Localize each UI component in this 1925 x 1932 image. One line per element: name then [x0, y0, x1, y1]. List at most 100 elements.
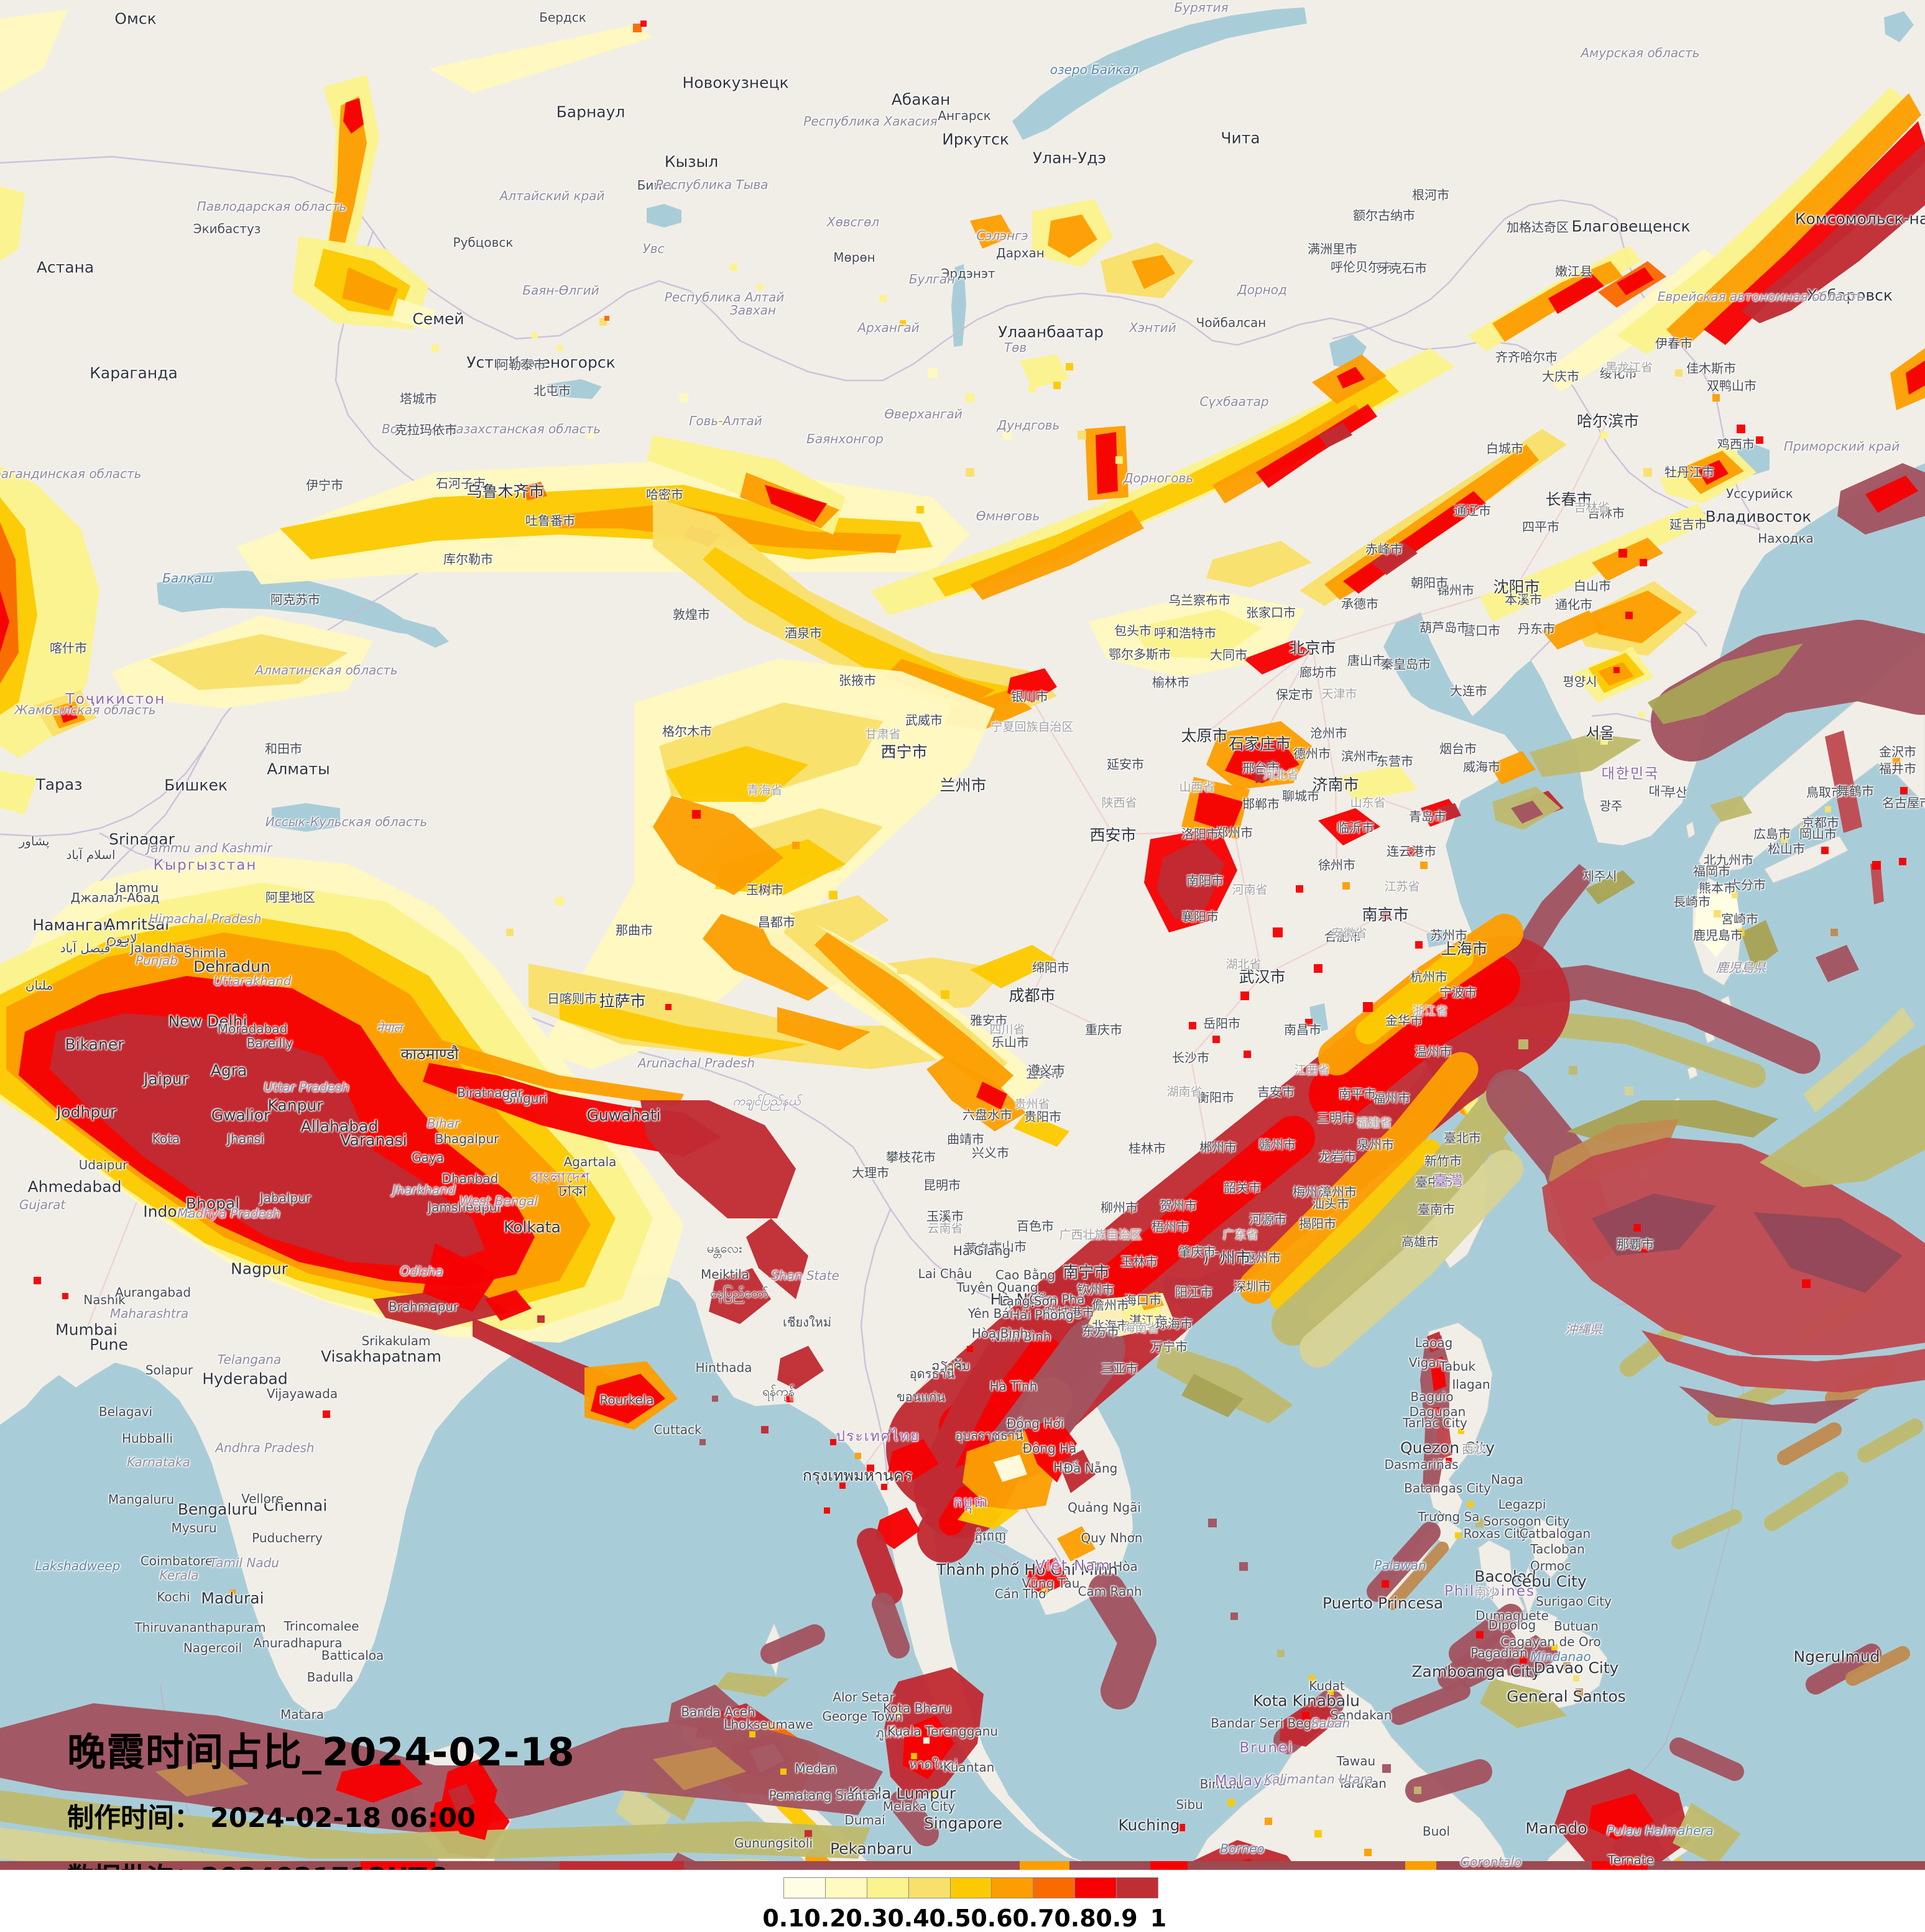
heat-dot	[587, 431, 594, 439]
heat-overlay	[1542, 610, 1607, 650]
heat-dot	[432, 344, 439, 352]
map-canvas[interactable]: Омск Бердск Новокузнецк Барнаул Бийск Рубцовс…	[0, 0, 1925, 1893]
legend-tick: 0.3	[846, 1905, 888, 1932]
island	[1530, 1517, 1569, 1578]
heat-dot	[1212, 1036, 1220, 1043]
legend-cell	[992, 1878, 1034, 1898]
heat-overlay	[746, 1218, 808, 1299]
heat-dot	[923, 1737, 930, 1744]
heat-dot	[757, 284, 763, 290]
heat-overlay	[448, 1784, 476, 1812]
heat-dot	[692, 810, 701, 819]
legend-tick: 0.7	[1012, 1905, 1055, 1932]
heat-overlay	[1013, 1113, 1069, 1147]
lake	[647, 204, 681, 228]
heat-overlay	[0, 1828, 839, 1870]
issue-time-label: 制作时间：	[67, 1803, 201, 1834]
legend-colorbar	[783, 1877, 1158, 1898]
heat-dot	[1314, 1830, 1322, 1838]
heat-overlay	[0, 186, 25, 261]
heat-overlay	[1057, 1526, 1096, 1562]
island	[1740, 960, 1752, 975]
legend-cell	[1117, 1878, 1158, 1898]
heat-overlay	[903, 1716, 954, 1779]
bottom-data-stripe-segment	[1592, 1861, 1648, 1870]
heat-dot	[839, 1483, 846, 1489]
heat-overlay-band	[857, 1528, 903, 1605]
road-line	[1032, 993, 1104, 1030]
heat-overlay	[342, 267, 398, 311]
heat-overlay-band	[1355, 945, 1474, 1044]
heat-dot	[1781, 835, 1788, 843]
heat-dot	[1893, 758, 1900, 765]
heat-overlay	[1704, 121, 1925, 345]
heat-dot	[1576, 1688, 1583, 1696]
heat-dot	[895, 1711, 902, 1718]
heat-overlay-band	[939, 1486, 979, 1535]
heat-overlay	[765, 485, 827, 522]
heat-dot	[640, 21, 647, 27]
heat-overlay	[1489, 751, 1536, 784]
heat-overlay	[1617, 87, 1912, 354]
heat-dot	[1041, 1588, 1048, 1594]
heat-dot	[1600, 431, 1608, 439]
heat-overlay	[777, 1007, 870, 1051]
heat-overlay	[933, 373, 1399, 597]
heat-dot	[900, 320, 906, 326]
heat-dot	[1633, 1224, 1641, 1231]
admin-border	[860, 1208, 892, 1485]
heat-dot	[867, 1465, 874, 1472]
heat-overlay	[435, 1038, 684, 1106]
heat-dot	[829, 891, 838, 899]
legend-tick: 0.6	[971, 1905, 1013, 1932]
heat-overlay	[665, 746, 808, 802]
heat-overlay	[926, 1057, 1026, 1131]
heat-dot	[1305, 1019, 1313, 1026]
legend-tick: 0.5	[929, 1905, 971, 1932]
heat-dot	[1078, 431, 1086, 439]
heat-overlay	[1870, 861, 1884, 904]
heat-overlay	[1337, 367, 1365, 389]
bottom-data-stripe-segment	[1405, 1861, 1436, 1870]
legend-cell	[908, 1878, 951, 1898]
heat-dot	[1420, 862, 1428, 869]
heat-overlay	[1430, 1356, 1446, 1391]
heat-dot	[1028, 385, 1036, 392]
heat-dot	[1342, 882, 1350, 890]
heat-dot	[1675, 369, 1683, 377]
heat-overlay-band	[1309, 954, 1520, 1122]
heat-overlay	[1697, 460, 1729, 485]
heat-dot	[62, 1293, 68, 1299]
heat-overlay	[1119, 1302, 1166, 1330]
heat-overlay-band	[1405, 1759, 1492, 1803]
heat-overlay	[1825, 730, 1862, 833]
heat-dot	[1625, 1087, 1633, 1095]
heat-overlay	[0, 1790, 870, 1859]
heat-overlay	[1436, 803, 1461, 822]
heat-dot	[1363, 1002, 1373, 1012]
heat-overlay	[149, 634, 348, 690]
heat-dot	[1467, 1501, 1474, 1507]
heat-overlay	[1679, 1386, 1859, 1424]
heat-dot	[1364, 1849, 1372, 1856]
heat-dot	[229, 1589, 236, 1596]
heat-overlay	[0, 771, 37, 814]
admin-border	[1332, 199, 1761, 530]
heat-dot	[1563, 1662, 1571, 1670]
heat-overlay	[1280, 1697, 1340, 1747]
heat-overlay	[1427, 1332, 1444, 1353]
heat-overlay-band	[889, 1790, 939, 1846]
road-line	[1190, 975, 1263, 1057]
heat-overlay	[888, 1439, 939, 1483]
heat-overlay	[970, 510, 1144, 600]
heat-dot	[761, 885, 769, 893]
heat-overlay	[970, 945, 1057, 988]
heat-overlay	[423, 1243, 497, 1312]
lake	[1309, 1003, 1328, 1033]
heat-overlay	[343, 98, 364, 134]
heat-overlay	[1511, 801, 1543, 824]
issue-time-line: 制作时间： 2024-02-18 06:00	[67, 1796, 575, 1835]
heat-dot	[992, 1396, 998, 1402]
heat-overlay	[1318, 808, 1380, 845]
heat-overlay	[640, 1100, 796, 1218]
